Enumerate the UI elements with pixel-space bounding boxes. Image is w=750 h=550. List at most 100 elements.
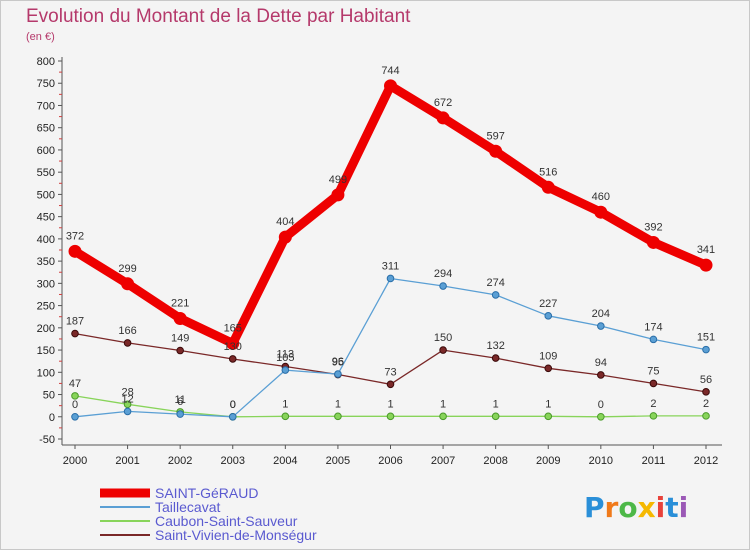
data-label: 404 [276,216,294,228]
x-tick-label: 2007 [431,455,455,467]
data-label: 174 [644,321,662,333]
data-label: 460 [592,191,610,203]
logo-letter: i [656,491,666,524]
data-point [331,188,345,202]
y-tick-label: 150 [37,345,55,357]
data-point [176,410,184,418]
logo-letter: o [618,491,637,524]
data-point [228,412,237,421]
y-tick-label: 800 [37,56,55,68]
y-tick-label: 700 [37,100,55,112]
data-label: 187 [66,316,84,328]
data-point [702,388,710,396]
data-point [544,312,553,320]
data-label: 6 [177,396,183,408]
logo-letter: i [679,491,689,524]
data-point [384,79,397,93]
y-tick-label: 400 [37,234,55,246]
data-point [436,111,450,125]
y-tick-label: 500 [37,189,55,201]
data-label: 0 [230,399,236,411]
data-point [597,412,605,421]
y-tick-label: 600 [37,145,55,157]
data-label: 1 [493,398,499,410]
chart-title: Evolution du Montant de la Dette par Hab… [26,6,411,27]
data-point [281,366,290,374]
data-label: 392 [644,221,662,233]
logo-letter: t [665,491,678,524]
data-point [702,345,710,354]
logo-letter: x [638,491,656,524]
series-line [70,81,711,348]
data-point [439,346,447,354]
data-label: 499 [329,174,347,186]
data-point [278,230,292,244]
data-point [544,412,553,421]
x-tick-label: 2001 [115,455,139,467]
data-label: 132 [486,340,504,352]
data-label: 113 [277,349,295,361]
data-label: 0 [72,399,78,411]
data-point [491,291,500,299]
data-point [386,380,395,389]
x-tick-label: 2003 [221,455,245,467]
data-label: 2 [703,398,709,410]
series-4 [71,329,710,396]
data-label: 28 [121,386,133,398]
y-tick-label: 100 [37,367,55,379]
data-point [123,400,132,409]
data-point [649,335,658,344]
data-label: 672 [434,97,452,109]
data-point [71,412,79,421]
data-label: 0 [598,399,604,411]
data-point [491,354,500,362]
y-tick-label: 50 [43,390,55,402]
data-label: 150 [434,332,452,344]
series-2 [71,274,710,421]
x-tick-label: 2006 [378,455,402,467]
data-label: 1 [387,398,393,410]
data-point [439,412,447,421]
logo-letter: P [584,491,605,524]
data-label: 341 [697,244,715,256]
data-point [544,364,553,373]
x-tick-label: 2004 [273,455,297,467]
data-point [491,412,500,421]
data-label: 227 [539,298,557,310]
y-tick-label: 200 [37,323,55,335]
data-point [597,322,605,330]
data-point [699,258,713,272]
x-tick-label: 2000 [63,455,87,467]
data-point [597,371,605,379]
x-tick-label: 2005 [326,455,350,467]
data-label: 151 [697,332,715,344]
legend-label: Taillecavat [155,499,220,515]
data-point [123,407,132,416]
data-label: 149 [171,333,189,345]
data-label: 166 [118,325,136,337]
data-point [334,412,342,421]
data-point [123,339,132,347]
data-label: 1 [545,398,551,410]
data-label: 2 [650,398,656,410]
y-tick-label: 650 [37,123,55,135]
data-label: 597 [486,130,504,142]
x-tick-label: 2012 [694,455,718,467]
y-tick-label: 0 [49,412,55,424]
labels-1: 372 299 221 165 404 499 744 672 597 516 460 392 341 [66,65,715,334]
chart-subtitle: (en €) [26,31,55,43]
x-tick-label: 2009 [536,455,560,467]
data-point [646,235,660,249]
legend-label: SAINT-GéRAUD [155,485,258,501]
data-point [173,311,187,325]
data-label: 1 [282,398,288,410]
data-point [649,412,658,420]
data-label: 47 [69,378,81,390]
series-line [74,277,707,418]
y-tick-label: 300 [37,278,55,290]
data-label: 109 [539,350,557,362]
data-label: 95 [332,357,344,369]
